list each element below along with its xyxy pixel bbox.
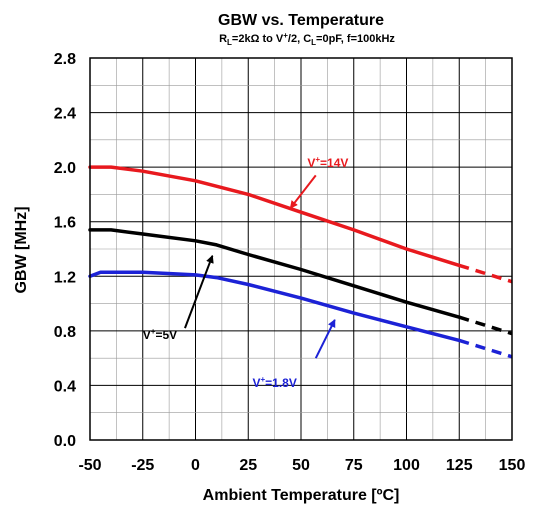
grid [90, 58, 512, 440]
chart-title: GBW vs. Temperature [218, 12, 384, 29]
series-line-1 [88, 228, 462, 319]
annotation-arrow-1 [184, 254, 214, 329]
series-label-2: V+=1.8V [252, 375, 296, 390]
tick-labels: -50 -25 0 25 50 75 100 125 150 0.0 0.4 0.8 1.2 1.6 2.0… [54, 51, 526, 474]
y-tick-label: 2.0 [54, 160, 76, 177]
annotation-arrow-2 [314, 319, 336, 359]
x-tick-label: 0 [191, 457, 200, 474]
series-extrapolation-0 [458, 263, 513, 284]
y-tick-label: 0.8 [54, 324, 76, 341]
y-tick-label: 1.6 [54, 215, 76, 232]
y-tick-label: 2.4 [54, 106, 76, 123]
x-axis-title: Ambient Temperature [ºC] [203, 487, 400, 504]
y-tick-label: 0.4 [54, 378, 76, 395]
series-line-0 [88, 165, 462, 268]
series-label-rest: =14V [320, 156, 348, 170]
x-tick-label: 50 [292, 457, 310, 474]
series-label-0: V+=14V [307, 155, 348, 170]
chart-subtitle: RL=2kΩ to V+/2, CL=0pF, f=100kHz [219, 31, 395, 47]
series-label-sup: + [151, 327, 156, 336]
y-tick-label: 1.2 [54, 269, 76, 286]
x-tick-label: 25 [239, 457, 257, 474]
subtitle-c-sub: L [311, 38, 316, 47]
subtitle-r-rest: =2kΩ to V [232, 33, 284, 45]
subtitle-r-sup: + [283, 31, 288, 40]
series-label-sup: + [315, 155, 320, 164]
series-label-sup: + [260, 375, 265, 384]
series-label-main: V [307, 156, 315, 170]
series-label-main: V [143, 328, 151, 342]
y-axis-title: GBW [MHz] [13, 206, 30, 293]
annotation-arrow-0 [289, 174, 317, 209]
series-line-2 [88, 270, 462, 343]
series-label-1: V+=5V [143, 327, 177, 342]
subtitle-r-tail: /2, C [288, 33, 311, 45]
x-tick-label: 150 [499, 457, 526, 474]
series [88, 165, 513, 359]
x-tick-label: 125 [446, 457, 473, 474]
y-tick-label: 0.0 [54, 433, 76, 450]
series-label-rest: =5V [155, 328, 177, 342]
series-label-main: V [252, 376, 260, 390]
x-tick-label: -50 [78, 457, 101, 474]
plot-frame [89, 57, 513, 441]
series-label-rest: =1.8V [265, 376, 297, 390]
series-extrapolation-2 [458, 338, 513, 359]
x-tick-label: -25 [131, 457, 154, 474]
y-tick-label: 2.8 [54, 51, 76, 68]
series-extrapolation-1 [458, 315, 513, 336]
x-tick-label: 100 [393, 457, 420, 474]
x-tick-label: 75 [345, 457, 363, 474]
subtitle-c-rest: =0pF, f=100kHz [316, 33, 395, 45]
subtitle-r-sub: L [227, 38, 232, 47]
subtitle-r-letter: R [219, 33, 227, 45]
